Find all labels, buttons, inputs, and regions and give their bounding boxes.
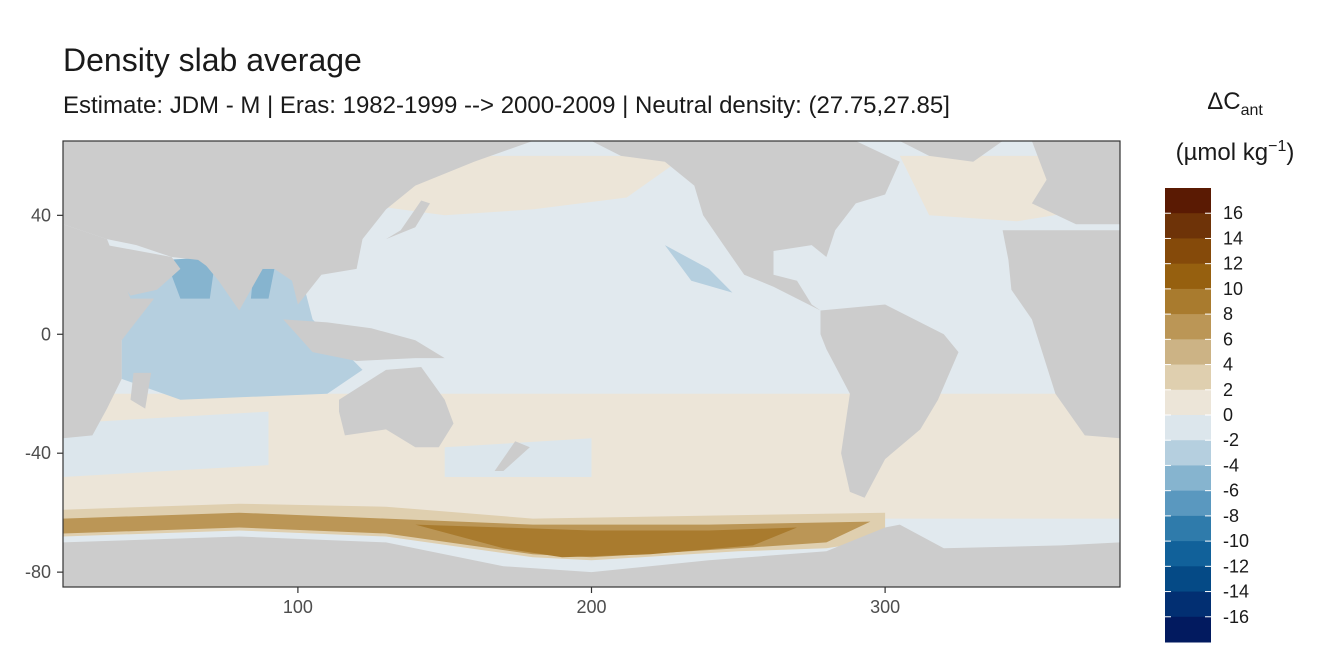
legend-label: -16 xyxy=(1223,607,1249,627)
legend-label: -14 xyxy=(1223,582,1249,602)
legend-label: 2 xyxy=(1223,380,1233,400)
legend-layer: 16 14 12 10 8 6 4 2 0 -2 -4 -6 -8 -10 -12 -14 -16 xyxy=(1165,188,1249,643)
y-tick-label: 0 xyxy=(41,324,51,344)
legend-label: 0 xyxy=(1223,405,1233,425)
legend-label: 12 xyxy=(1223,254,1243,274)
legend-swatch xyxy=(1165,263,1211,290)
legend-swatch xyxy=(1165,339,1211,366)
land-europe-west xyxy=(1031,141,1120,225)
y-tick-label: -40 xyxy=(25,443,51,463)
land-madagascar xyxy=(130,372,152,409)
land-australia xyxy=(339,367,454,448)
legend-title-line2: (µmol kg−1) xyxy=(1175,138,1295,166)
legend-label: 14 xyxy=(1223,228,1243,248)
legend-label: -4 xyxy=(1223,455,1239,475)
x-tick-label: 200 xyxy=(576,597,606,617)
legend-swatch xyxy=(1165,364,1211,391)
legend-label: -6 xyxy=(1223,481,1239,501)
legend-label: 8 xyxy=(1223,304,1233,324)
legend-swatch xyxy=(1165,490,1211,517)
land-africa-east xyxy=(1002,230,1120,439)
legend-swatch xyxy=(1165,616,1211,643)
legend-swatch xyxy=(1165,415,1211,441)
legend-swatch xyxy=(1165,440,1211,466)
legend-swatch xyxy=(1165,389,1211,416)
y-tick-label: 40 xyxy=(31,205,51,225)
legend-swatch xyxy=(1165,591,1211,618)
land-arabia xyxy=(107,245,181,296)
land-eurasia xyxy=(63,141,533,305)
legend-label: 6 xyxy=(1223,329,1233,349)
land-north-america xyxy=(591,141,900,311)
x-tick-label: 100 xyxy=(283,597,313,617)
south-indian-pale xyxy=(63,411,269,477)
legend-swatch xyxy=(1165,465,1211,492)
legend-label: -12 xyxy=(1223,556,1249,576)
legend-swatch xyxy=(1165,314,1211,340)
pacific-east-blue xyxy=(664,245,733,293)
x-tick-label: 300 xyxy=(870,597,900,617)
legend-swatch xyxy=(1165,213,1211,239)
legend-swatch xyxy=(1165,541,1211,567)
legend-label: 4 xyxy=(1223,355,1233,375)
land-india xyxy=(203,262,263,311)
land-south-america xyxy=(820,304,959,498)
legend-label: -10 xyxy=(1223,531,1249,551)
y-tick-label: -80 xyxy=(25,562,51,582)
legend-label: 16 xyxy=(1223,203,1243,223)
ross-sea-brown xyxy=(415,524,797,558)
map-layer xyxy=(63,141,1120,587)
legend-label: -8 xyxy=(1223,506,1239,526)
legend-swatch xyxy=(1165,515,1211,542)
legend-swatch xyxy=(1165,238,1211,265)
land-japan xyxy=(386,200,430,240)
land-greenland xyxy=(899,141,1003,162)
legend-swatch xyxy=(1165,288,1211,315)
legend-title-line1: ΔCant xyxy=(1207,88,1263,119)
land-new-zealand xyxy=(494,441,530,471)
legend-swatch xyxy=(1165,566,1211,593)
legend-label: -2 xyxy=(1223,430,1239,450)
land-indonesia xyxy=(283,319,445,361)
legend-label: 10 xyxy=(1223,279,1243,299)
chart-subtitle: Estimate: JDM - M | Eras: 1982-1999 --> … xyxy=(63,92,950,119)
land-antarctica xyxy=(63,524,1120,587)
land-africa xyxy=(63,224,154,439)
chart-title: Density slab average xyxy=(63,42,362,78)
legend-swatch xyxy=(1165,188,1211,214)
